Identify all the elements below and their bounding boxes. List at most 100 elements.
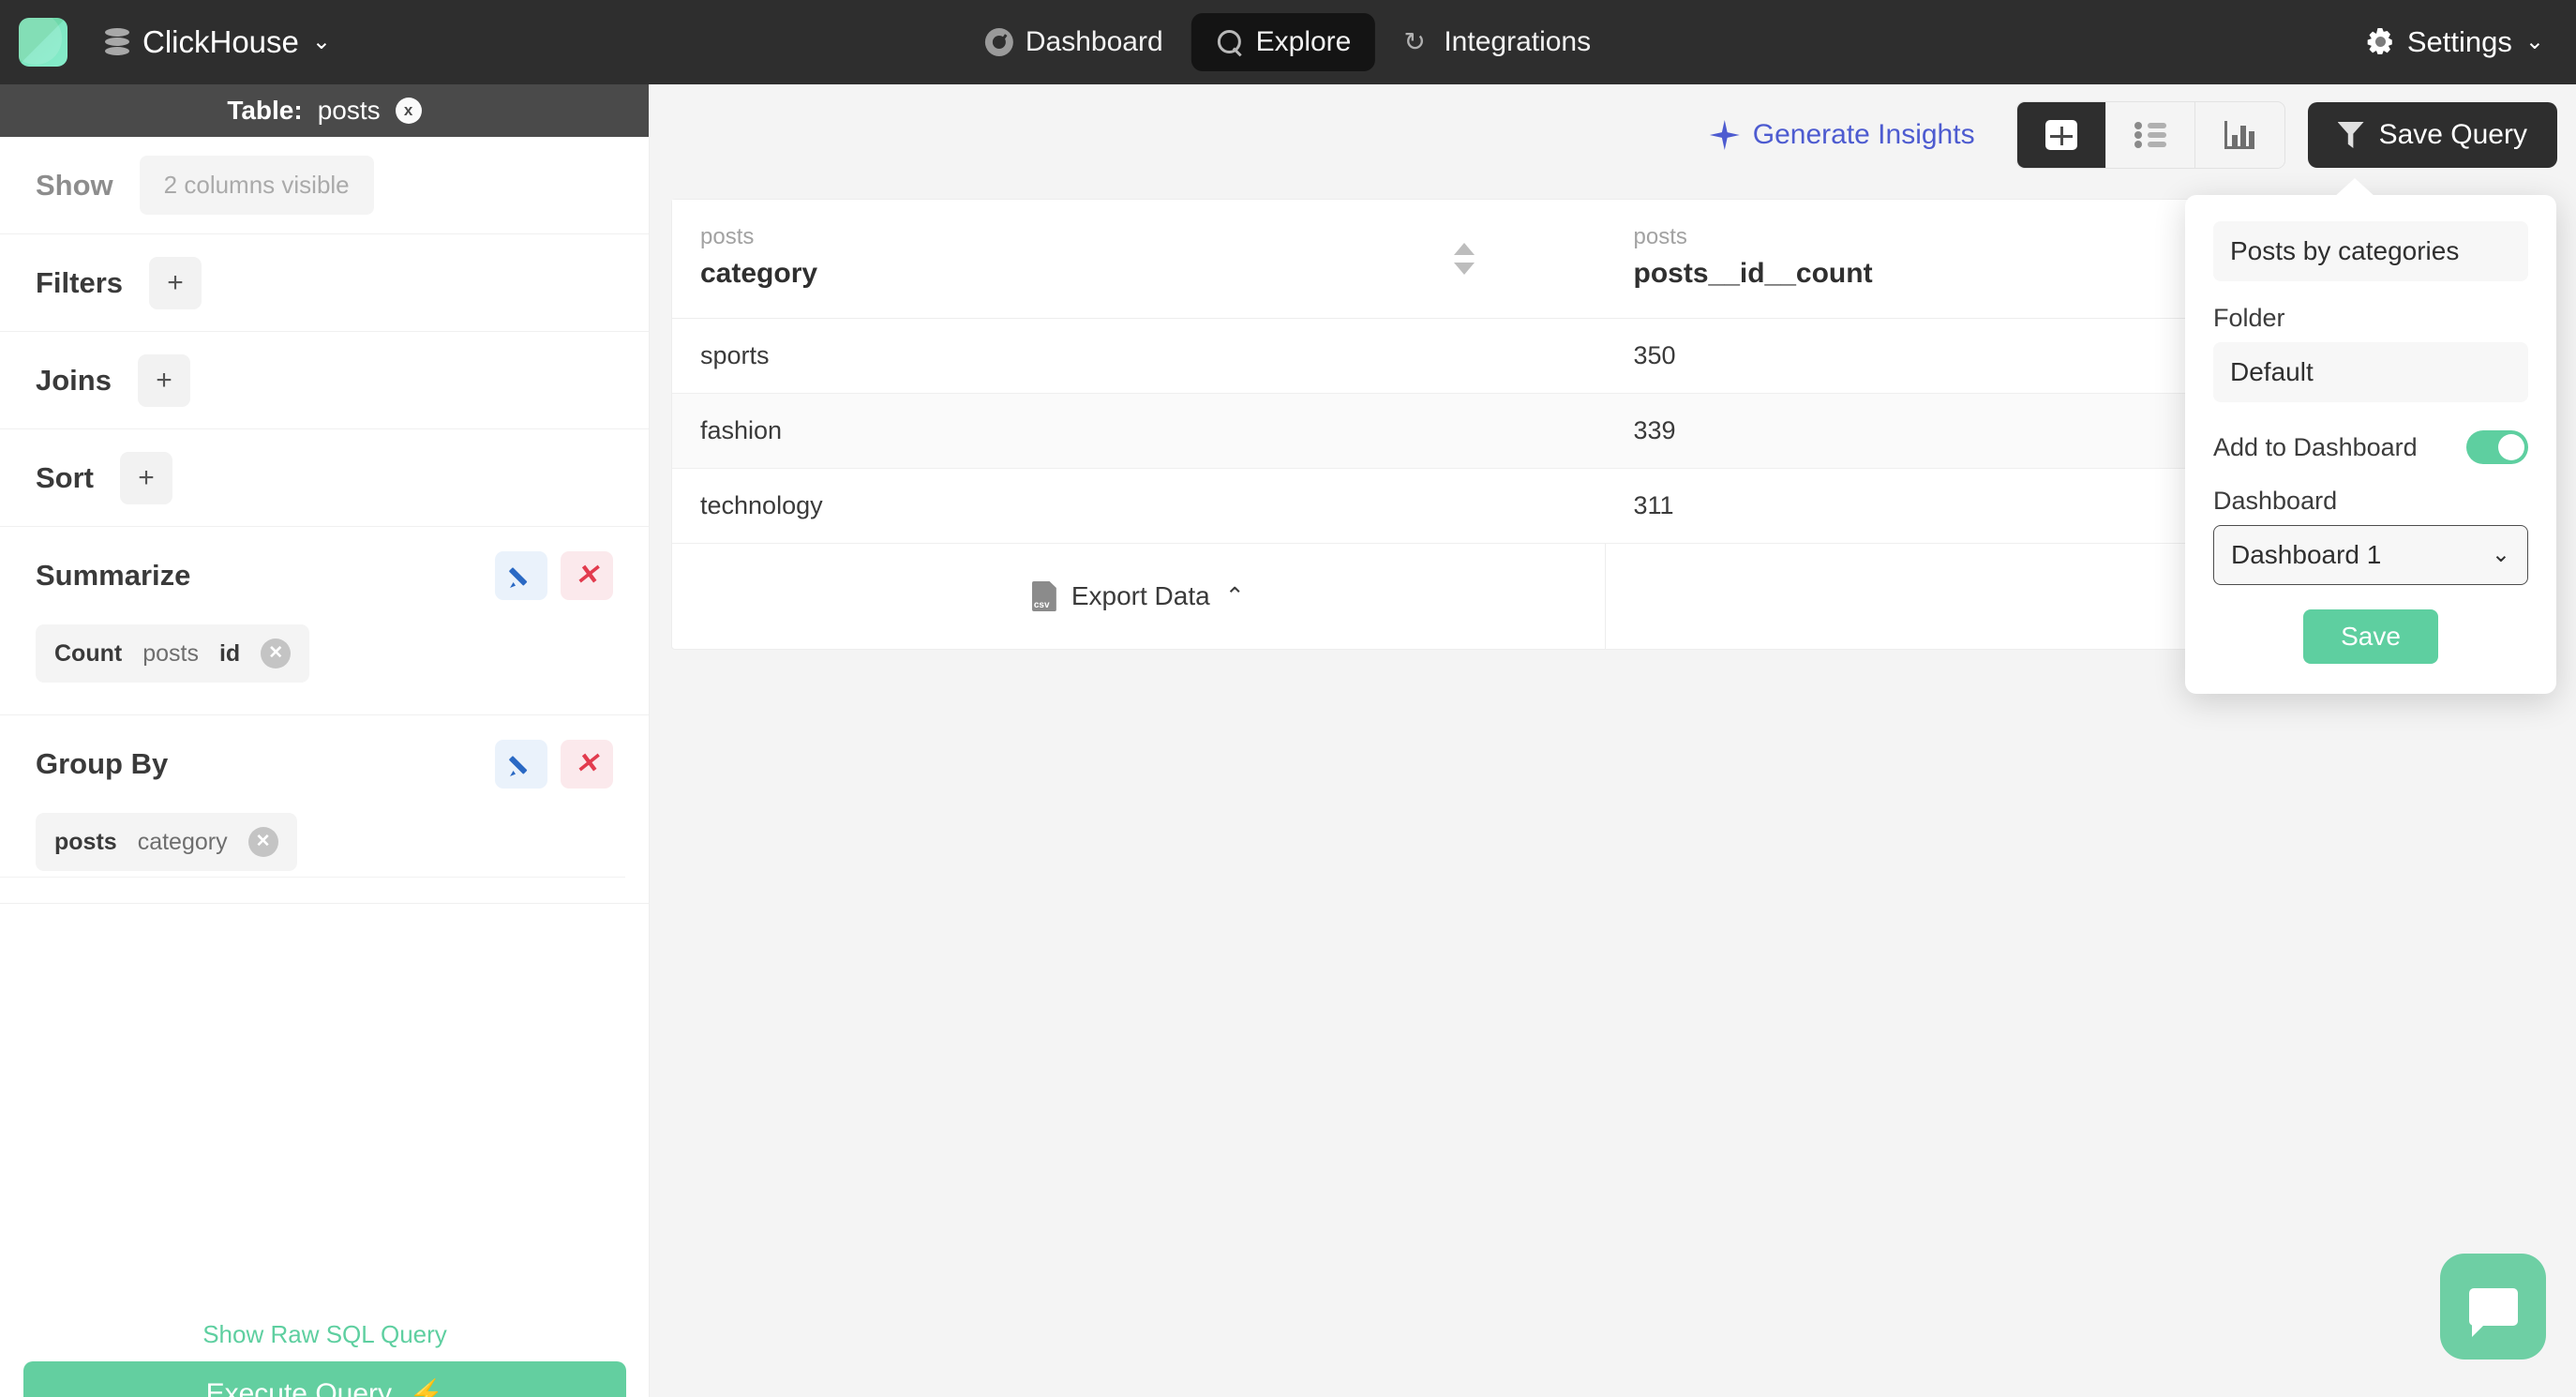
view-mode-table[interactable] [2016, 102, 2106, 168]
view-mode-list[interactable] [2105, 102, 2195, 168]
lightning-icon: ⚡ [409, 1378, 444, 1397]
add-to-dashboard-row: Add to Dashboard [2213, 430, 2528, 464]
summarize-section: Summarize ✕ Count posts id ✕ [0, 527, 649, 715]
cell-category: sports [672, 318, 1606, 394]
chevron-down-icon: ⌄ [311, 29, 331, 54]
cell-category: fashion [672, 393, 1606, 469]
sparkle-icon [1710, 120, 1740, 150]
add-to-dashboard-label: Add to Dashboard [2213, 432, 2418, 461]
nav-item-explore[interactable]: Explore [1191, 13, 1376, 71]
group-by-section: Group By ✕ posts category ✕ [0, 715, 649, 904]
delete-group-by-button[interactable]: ✕ [561, 740, 613, 789]
summarize-label: Summarize [36, 559, 191, 592]
funnel-icon [2337, 122, 2364, 148]
dashboard-select[interactable]: Dashboard 1 ⌄ [2213, 525, 2528, 585]
execute-query-button[interactable]: Execute Query ⚡ [23, 1361, 626, 1397]
remove-group-by-chip-icon[interactable]: ✕ [247, 827, 278, 857]
selected-table-name: posts [317, 96, 381, 125]
group-by-table: posts [54, 828, 117, 855]
nav-item-explore-label: Explore [1255, 26, 1352, 57]
sort-section: Sort + [0, 429, 649, 527]
datasource-label: ClickHouse [142, 24, 299, 59]
generate-insights-label: Generate Insights [1752, 119, 1975, 150]
sync-icon: ↻ [1403, 27, 1426, 56]
dashboard-label: Dashboard [2213, 487, 2338, 515]
show-section: Show 2 columns visible [0, 137, 649, 234]
delete-summarize-button[interactable]: ✕ [561, 551, 613, 600]
columns-visible-button[interactable]: 2 columns visible [139, 156, 374, 215]
database-icon [105, 28, 129, 56]
generate-insights-button[interactable]: Generate Insights [1710, 119, 1975, 151]
column-name: category [700, 258, 818, 289]
export-area: csv Export Data ⌃ [672, 544, 1606, 649]
list-icon [2134, 121, 2166, 149]
view-mode-switcher [2015, 101, 2285, 169]
top-navigation-bar: ClickHouse ⌄ Dashboard Explore ↻ Integra… [0, 0, 2576, 84]
chat-bubble-icon [2468, 1287, 2518, 1337]
add-to-dashboard-toggle[interactable] [2466, 430, 2528, 464]
cell-category: technology [672, 468, 1606, 544]
add-filter-button[interactable]: + [149, 256, 202, 309]
chevron-down-icon: ⌄ [2524, 29, 2544, 54]
datasource-selector[interactable]: ClickHouse ⌄ [105, 24, 331, 60]
pencil-icon [510, 753, 532, 775]
save-query-label: Save Query [2378, 119, 2527, 150]
query-builder-sidebar: Table: posts x Show 2 columns visible Fi… [0, 84, 650, 1397]
dashboard-select-value: Dashboard 1 [2231, 540, 2382, 569]
remove-summarize-chip-icon[interactable]: ✕ [261, 638, 292, 668]
gear-icon [2366, 28, 2394, 56]
add-sort-button[interactable]: + [120, 451, 172, 504]
summarize-table: posts [142, 639, 199, 667]
save-query-popover: Folder Add to Dashboard Dashboard Dashbo… [2185, 195, 2556, 694]
query-name-input[interactable] [2213, 221, 2528, 281]
execute-query-label: Execute Query [205, 1378, 393, 1397]
summarize-chip: Count posts id ✕ [36, 624, 310, 683]
search-icon [1216, 28, 1244, 56]
selected-table-prefix: Table: [227, 96, 303, 125]
show-label: Show [36, 168, 113, 202]
filters-label: Filters [36, 265, 124, 299]
csv-file-icon: csv [1031, 581, 1056, 611]
results-toolbar: Generate Insights Save Query [1710, 101, 2557, 169]
close-icon[interactable]: x [395, 98, 422, 124]
popover-arrow [2334, 178, 2375, 197]
chat-widget-button[interactable] [2440, 1254, 2546, 1359]
column-name: posts__id__count [1633, 258, 1873, 289]
settings-menu[interactable]: Settings ⌄ [2366, 25, 2544, 59]
close-icon: ✕ [575, 748, 599, 779]
gauge-icon [984, 28, 1013, 56]
joins-section: Joins + [0, 332, 649, 429]
filters-section: Filters + [0, 234, 649, 332]
save-query-button[interactable]: Save Query [2307, 102, 2557, 168]
export-data-button[interactable]: csv Export Data ⌃ [1031, 581, 1245, 611]
summarize-function: Count [54, 639, 123, 667]
column-table-name: posts [700, 224, 755, 249]
app-logo-icon[interactable] [19, 18, 67, 67]
export-data-label: Export Data [1071, 581, 1210, 610]
joins-label: Joins [36, 363, 112, 397]
group-by-label: Group By [36, 747, 169, 780]
chevron-up-icon: ⌃ [1224, 583, 1245, 609]
nav-item-dashboard-label: Dashboard [1025, 26, 1163, 57]
add-join-button[interactable]: + [137, 353, 190, 407]
edit-summarize-button[interactable] [495, 551, 547, 600]
view-mode-chart[interactable] [2194, 102, 2284, 168]
show-raw-sql-link[interactable]: Show Raw SQL Query [202, 1320, 447, 1348]
group-by-chip: posts category ✕ [36, 813, 297, 871]
group-by-column: category [137, 828, 228, 855]
sort-toggle-icon[interactable] [1453, 243, 1475, 275]
pencil-icon [510, 564, 532, 587]
nav-item-integrations-label: Integrations [1444, 26, 1592, 57]
settings-label: Settings [2406, 25, 2512, 58]
folder-label: Folder [2213, 304, 2285, 332]
column-header-category[interactable]: posts category [672, 200, 1606, 319]
selected-table-header: Table: posts x [0, 84, 649, 137]
sort-label: Sort [36, 460, 94, 494]
nav-item-integrations[interactable]: ↻ Integrations [1379, 13, 1615, 71]
edit-group-by-button[interactable] [495, 740, 547, 789]
popover-save-button[interactable]: Save [2303, 609, 2438, 664]
summarize-column: id [218, 639, 241, 667]
folder-input[interactable] [2213, 342, 2528, 402]
nav-item-dashboard[interactable]: Dashboard [961, 13, 1188, 71]
